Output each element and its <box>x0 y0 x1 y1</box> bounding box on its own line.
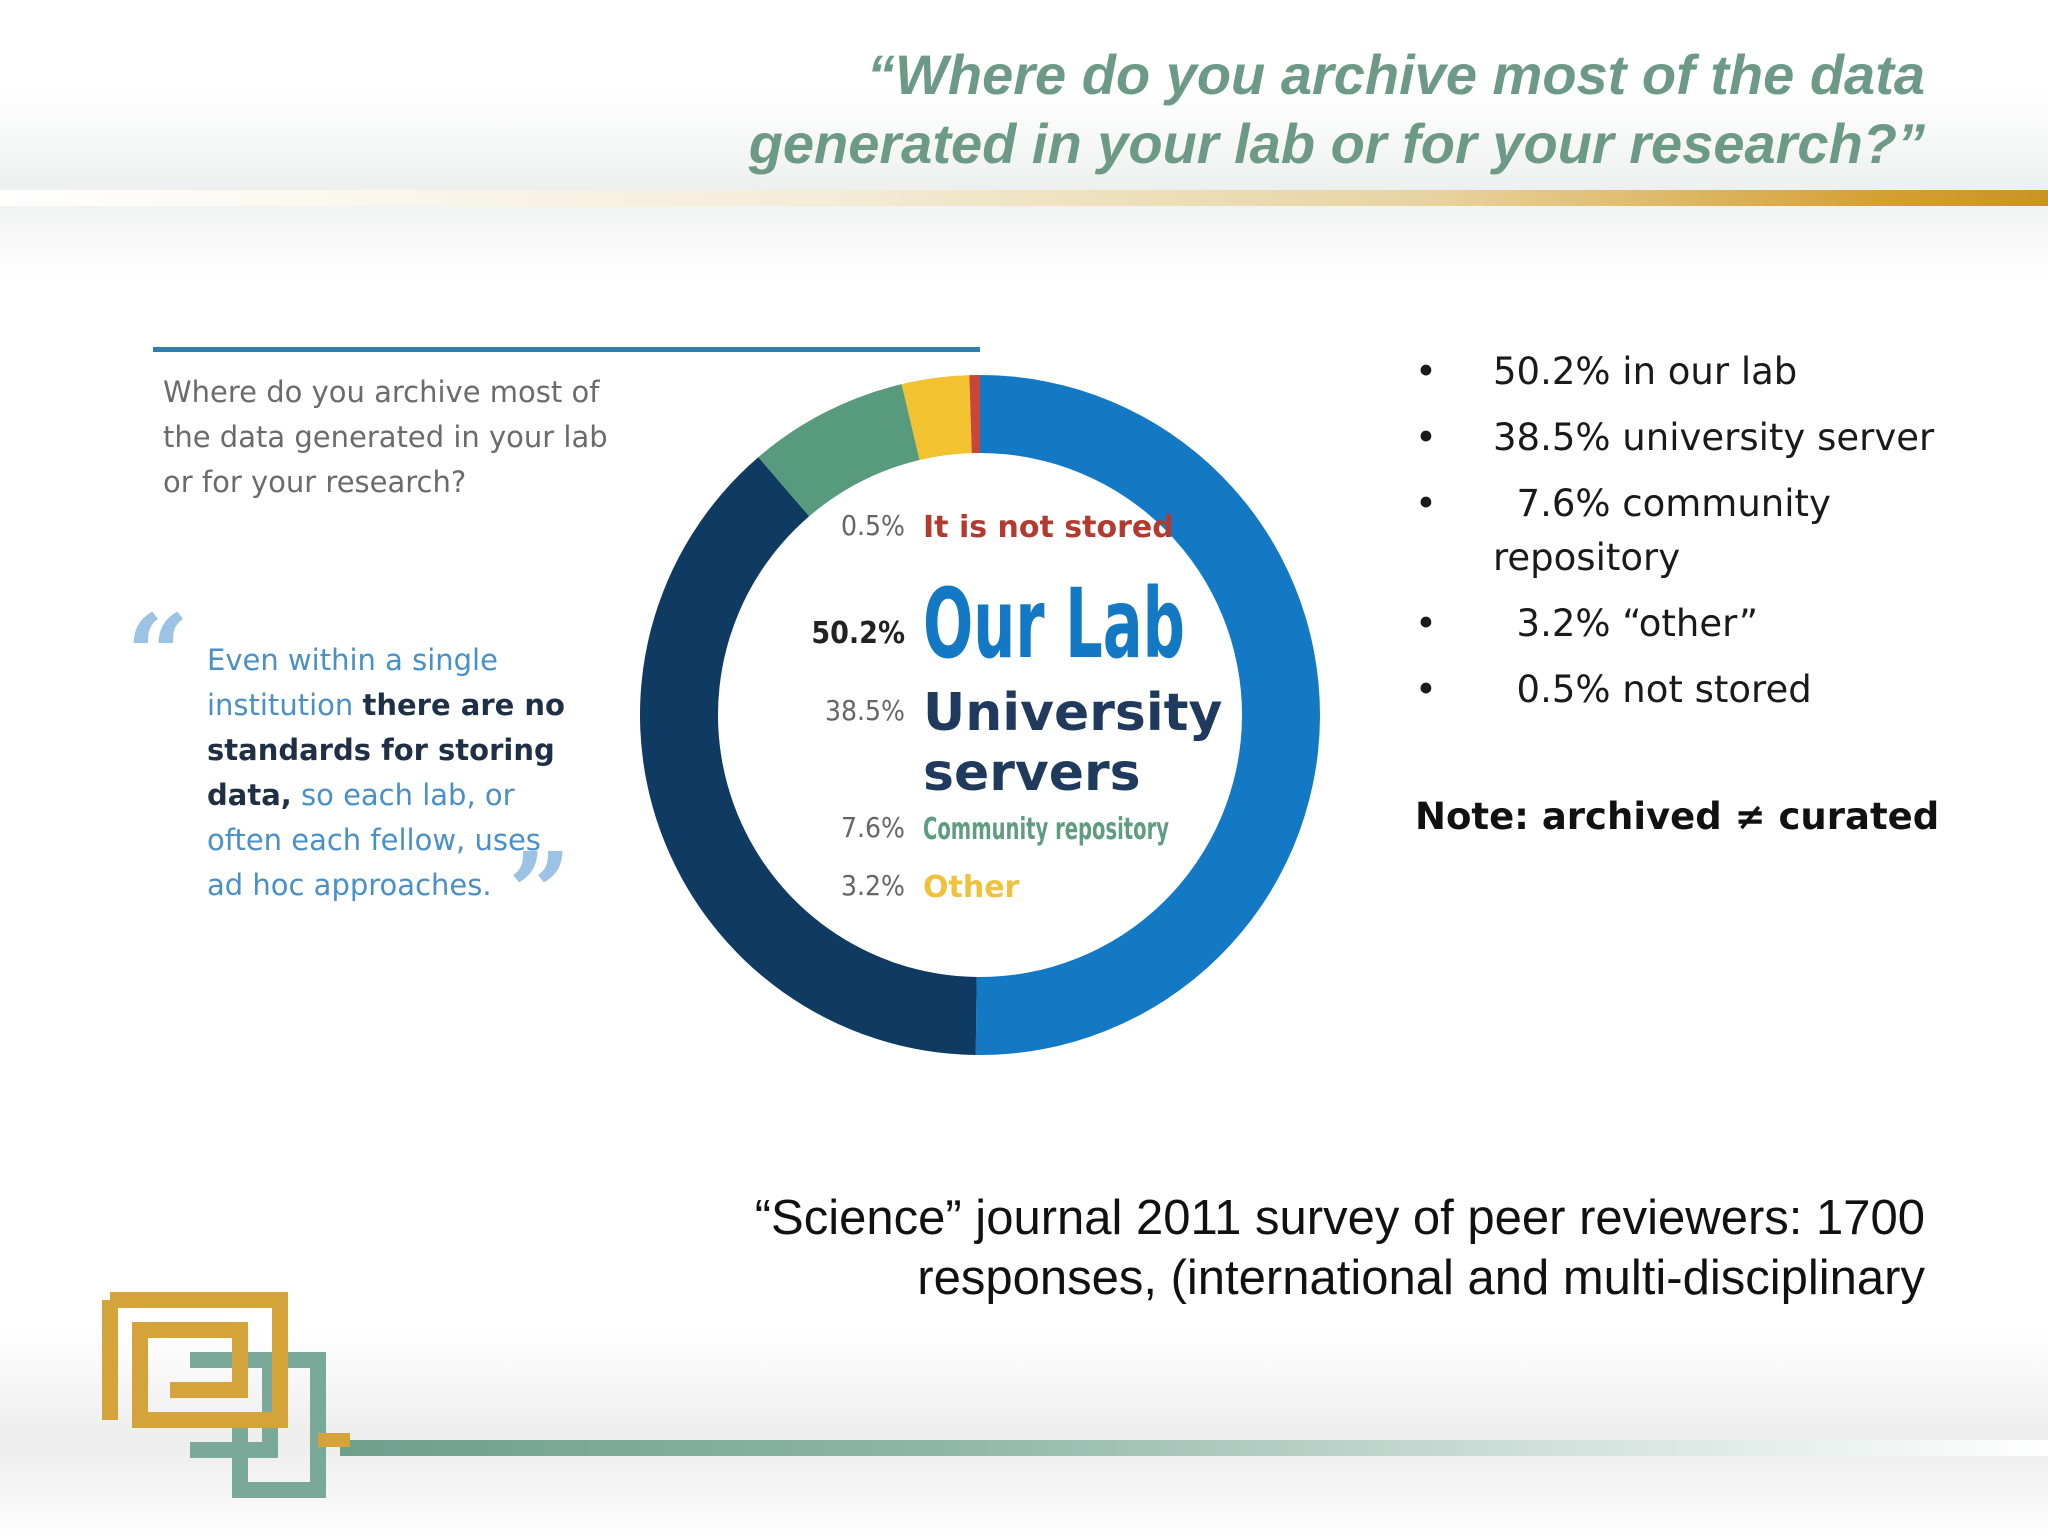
knot-logo-icon <box>102 1292 350 1498</box>
donut-chart: 0.5% It is not stored 50.2% Our Lab 38.5% Uni… <box>639 375 1320 1055</box>
quote-text-1: Even within a single institution <box>207 643 498 722</box>
source-line-1: “Science” journal 2011 survey of peer re… <box>754 1191 1925 1245</box>
quote-text-bold: there are no standards for storing data, <box>207 688 565 812</box>
donut-slice <box>758 384 920 517</box>
donut-slice <box>901 375 972 461</box>
donut-category-label: University servers <box>923 683 1222 803</box>
summary-list-text: 3.2% “other” <box>1493 602 1759 645</box>
donut-category-label: It is not stored <box>923 510 1174 545</box>
donut-category-label: Community repository <box>923 812 1169 847</box>
summary-list-item: • 50.2% in our lab <box>1415 345 1975 399</box>
summary-list: • 50.2% in our lab • 38.5% university serve… <box>1415 345 1975 729</box>
donut-value-label: 3.2% <box>841 869 905 902</box>
bullet-icon: • <box>1415 602 1437 645</box>
quote-text-2: so each lab, or often each fellow, uses … <box>207 778 541 902</box>
summary-list-text: 50.2% in our lab <box>1493 350 1798 393</box>
donut-slice <box>639 457 977 1055</box>
donut-category-label: Our Lab <box>923 568 1185 680</box>
summary-list-text: 38.5% university server <box>1493 416 1935 459</box>
summary-list-item: • 0.5% not stored <box>1415 663 1975 717</box>
donut-value-label: 0.5% <box>841 509 905 542</box>
source-citation: “Science” journal 2011 survey of peer re… <box>525 1188 1925 1308</box>
summary-list-item: • 3.2% “other” <box>1415 597 1975 651</box>
donut-slice <box>969 375 980 454</box>
bullet-icon: • <box>1415 350 1437 393</box>
summary-list-text: 7.6% community repository <box>1493 482 1831 579</box>
donut-slices <box>639 375 1320 1055</box>
donut-category-label: Other <box>923 870 1020 905</box>
donut-value-label: 7.6% <box>841 811 905 844</box>
bullet-icon: • <box>1415 482 1437 525</box>
donut-slice <box>975 375 1320 1055</box>
summary-list-item: • 38.5% university server <box>1415 411 1975 465</box>
note-text: Note: archived ≠ curated <box>1415 795 1940 838</box>
summary-list-text: 0.5% not stored <box>1493 668 1812 711</box>
figure-top-rule <box>153 347 980 352</box>
slide-title: “Where do you archive most of the data g… <box>525 40 1925 178</box>
figure-quote: Even within a single institution there a… <box>207 638 567 908</box>
footer-divider <box>340 1440 2048 1456</box>
donut-labels: 0.5% It is not stored 50.2% Our Lab 38.5% Uni… <box>811 509 1222 905</box>
summary-list-item: • 7.6% community repository <box>1415 477 1975 585</box>
bullet-icon: • <box>1415 416 1437 459</box>
source-line-2: responses, (international and multi-disc… <box>917 1251 1925 1305</box>
header-background <box>0 0 2048 280</box>
header-divider <box>0 190 2048 206</box>
open-quote-mark: “ <box>126 590 190 719</box>
bullet-icon: • <box>1415 668 1437 711</box>
figure-question: Where do you archive most of the data ge… <box>163 375 608 499</box>
donut-value-label: 38.5% <box>825 694 905 727</box>
donut-value-label: 50.2% <box>811 616 905 651</box>
slide-title-line-2: generated in your lab or for your resear… <box>748 112 1925 175</box>
slide-title-line-1: “Where do you archive most of the data <box>867 43 1925 106</box>
close-quote-mark: ” <box>508 828 572 957</box>
